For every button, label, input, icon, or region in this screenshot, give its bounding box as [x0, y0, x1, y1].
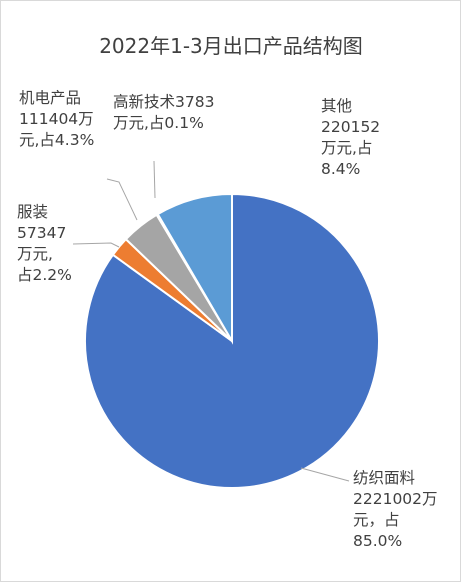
data-label-3: 高新技术3783 万元,占0.1%: [113, 93, 214, 132]
pie-slice-4: [156, 192, 233, 345]
leader-line-1: [72, 242, 120, 248]
pie-slices: [84, 192, 380, 489]
leader-line-0: [300, 467, 350, 482]
data-label-4: 其他 220152 万元,占 8.4%: [321, 97, 380, 178]
leader-lines: [72, 160, 350, 482]
leader-line-2: [106, 178, 138, 221]
data-labels: 纺织面料 2221002万元，占 85.0% 服装 57347 万元,占2.2% 机电产品 1…: [17, 89, 438, 550]
data-label-1: 服装 57347 万元,占2.2%: [17, 203, 72, 284]
leader-line-3: [153, 160, 156, 199]
data-label-0: 纺织面料 2221002万元，占 85.0%: [353, 469, 438, 550]
chart-title: 2022年1-3月出口产品结构图: [99, 34, 363, 58]
data-label-2: 机电产品 111404万元,占4.3%: [19, 89, 94, 149]
